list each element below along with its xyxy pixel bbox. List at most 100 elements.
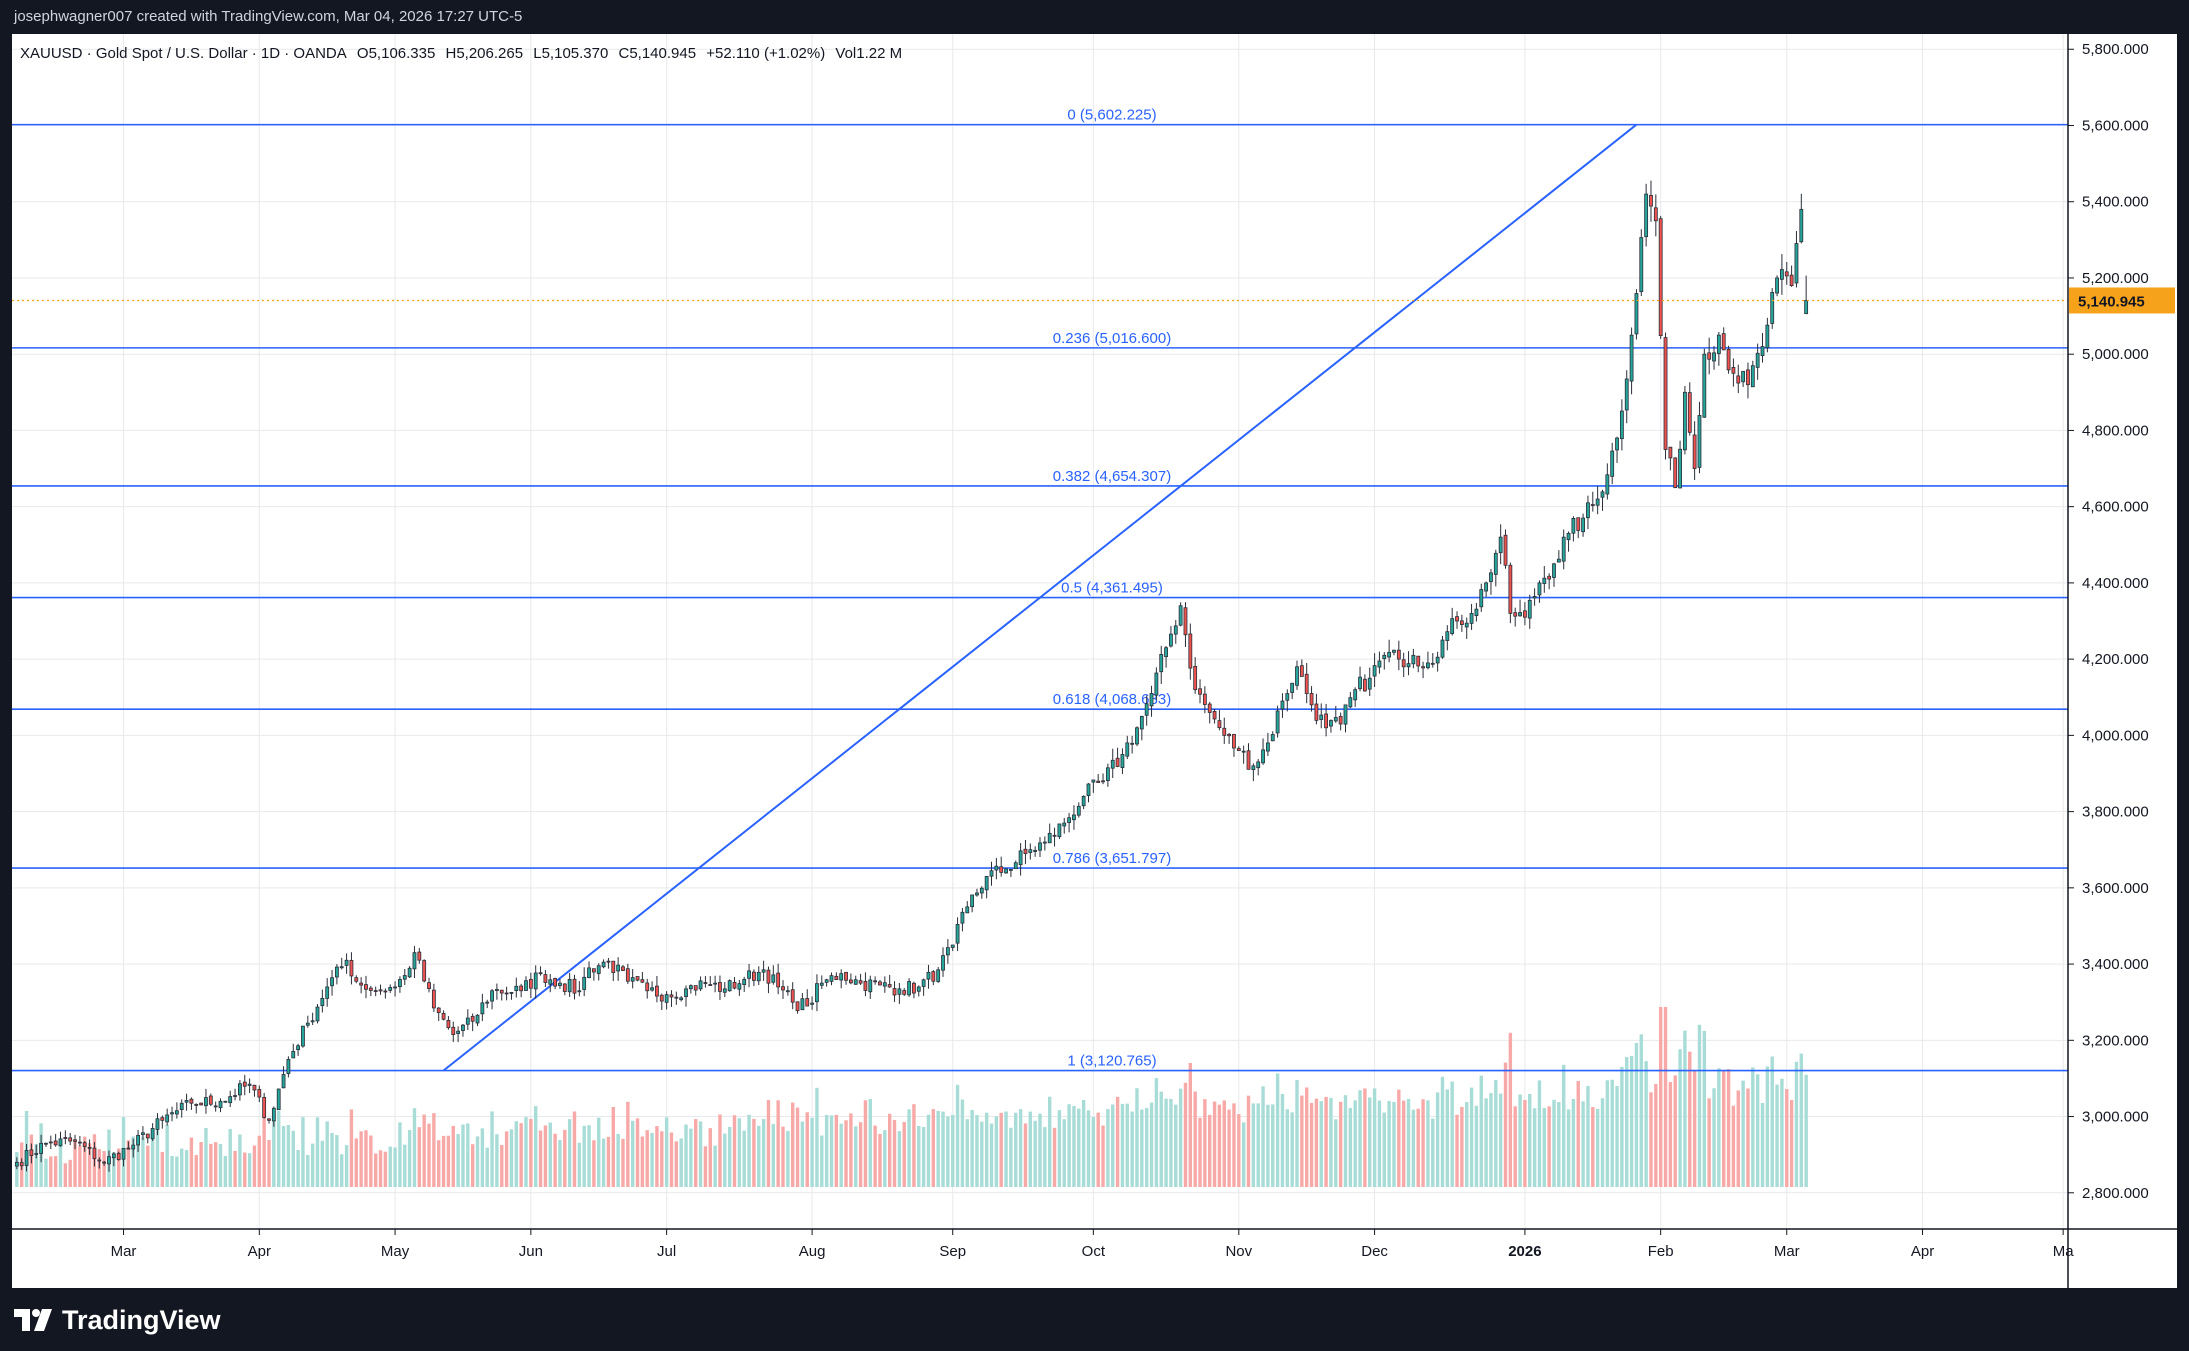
candle [558, 978, 562, 989]
last-price-label: 5,140.945 [2078, 293, 2145, 310]
time-axis-label: Apr [248, 1243, 271, 1260]
candle [136, 1130, 140, 1152]
tradingview-logo-icon [14, 1309, 52, 1331]
candle [116, 1151, 121, 1161]
volume-bar [742, 1130, 746, 1187]
candle-body [1062, 822, 1067, 827]
candle-body [1736, 375, 1741, 384]
candle [1498, 524, 1503, 565]
candle-body [461, 1024, 465, 1031]
volume-bar [1401, 1100, 1406, 1187]
candle-body [1236, 748, 1241, 752]
candle-body [839, 973, 844, 981]
volume-bar [820, 1135, 824, 1187]
candle [1362, 674, 1367, 692]
candle [834, 972, 839, 980]
candle [747, 963, 751, 988]
candle [1571, 516, 1576, 542]
candle [1401, 652, 1406, 677]
candle-body [1445, 631, 1450, 641]
volume-bar [1033, 1120, 1037, 1187]
volume-bar [1251, 1103, 1256, 1187]
candle-body [524, 980, 528, 991]
volume-bar [1149, 1102, 1154, 1187]
volume-bar [1722, 1070, 1726, 1187]
candle-body [805, 998, 810, 1007]
candle [252, 1084, 257, 1097]
candle-body [558, 982, 562, 987]
candle [693, 985, 698, 996]
candle [892, 981, 897, 1002]
volume-bar [1237, 1114, 1241, 1187]
candle-body [1227, 733, 1232, 737]
candle [1217, 710, 1222, 731]
volume-bar [150, 1129, 155, 1187]
candle-body [44, 1142, 48, 1145]
candle [1130, 735, 1135, 754]
candle-body [1076, 805, 1081, 816]
candle-body [208, 1095, 213, 1105]
volume-bar [1426, 1100, 1430, 1187]
candle [577, 981, 582, 997]
candle [1382, 652, 1387, 670]
candle [111, 1152, 116, 1167]
volume-bar [500, 1145, 504, 1187]
candle-body [965, 906, 970, 914]
candle-body [1169, 633, 1173, 647]
candle-body [693, 985, 698, 991]
candle [1285, 689, 1290, 712]
candle [1169, 626, 1173, 648]
candle [92, 1142, 97, 1167]
candle [848, 973, 853, 985]
candle [1299, 659, 1304, 677]
candle-body [155, 1118, 160, 1130]
time-axis-label: Sep [939, 1243, 966, 1260]
volume-bar [1154, 1078, 1159, 1187]
candle-body [1042, 841, 1047, 844]
candle-body [955, 924, 960, 944]
candle [1799, 193, 1804, 244]
volume-bar [1474, 1105, 1479, 1187]
chart-area[interactable]: 0 (5,602.225) 0.236 (5,016.600) 0.382 (4,6… [12, 34, 2177, 1288]
volume-bar [1736, 1090, 1740, 1187]
candle-body [960, 911, 965, 924]
volume-bar [1159, 1091, 1163, 1187]
volume-bar [1077, 1108, 1081, 1187]
volume-bar [1702, 1030, 1707, 1187]
volume-bar [1203, 1099, 1207, 1187]
last-price-tag [2069, 287, 2175, 314]
candle-body [878, 981, 882, 986]
candle [1236, 746, 1241, 752]
candle-body [815, 983, 819, 1003]
candle-body [1639, 237, 1644, 293]
candle-body [892, 988, 897, 996]
volume-bar [53, 1156, 58, 1187]
candle [1013, 860, 1018, 870]
volume-bar [1431, 1118, 1435, 1187]
candle [587, 961, 591, 979]
price-axis-label: 2,800.000 [2082, 1185, 2149, 1202]
candle [262, 1092, 267, 1119]
candle [1726, 345, 1731, 374]
candle-body [1392, 649, 1396, 653]
candle [650, 981, 654, 992]
volume-bar [131, 1136, 135, 1187]
candle-body [873, 980, 878, 983]
volume-bar [194, 1155, 198, 1187]
candle [1280, 693, 1285, 718]
volume-bar [534, 1106, 538, 1187]
candle-body [771, 974, 776, 983]
candle-body [170, 1112, 174, 1115]
candlestick-chart[interactable]: 0 (5,602.225) 0.236 (5,016.600) 0.382 (4,6… [12, 34, 2177, 1288]
volume-bar [1319, 1101, 1323, 1187]
candle-body [1110, 759, 1115, 769]
candle [839, 969, 844, 989]
tradingview-logo[interactable]: TradingView [14, 1305, 221, 1335]
candle [902, 988, 907, 997]
volume-bar [325, 1121, 329, 1187]
candle-body [543, 974, 548, 983]
candle-body [718, 982, 722, 992]
candle-body [1314, 703, 1319, 721]
candle-body [131, 1144, 136, 1150]
volume-bar [87, 1143, 92, 1187]
